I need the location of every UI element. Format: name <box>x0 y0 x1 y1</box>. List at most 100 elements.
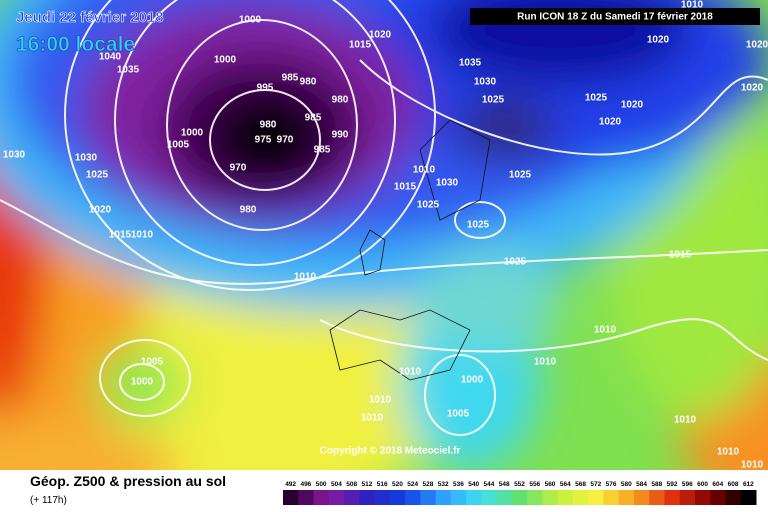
colorbar-swatch <box>374 490 391 505</box>
isobar-label: 1025 <box>504 257 527 268</box>
colorbar-swatch <box>344 490 360 505</box>
isobar-label: 980 <box>300 77 317 88</box>
colorbar-swatch <box>313 490 330 505</box>
colorbar-swatch <box>450 490 467 505</box>
colorbar-swatch <box>740 490 757 505</box>
isobar-label: 1010 <box>369 395 392 406</box>
colorbar-tick-label: 492 <box>285 481 296 488</box>
isobar-label: 1010 <box>361 413 384 424</box>
run-info: Run ICON 18 Z du Samedi 17 février 2018 <box>517 12 713 23</box>
isobar-label: 1035 <box>117 65 140 76</box>
colorbar-tick-label: 524 <box>407 481 418 488</box>
isobar-label: 1010 <box>674 415 697 426</box>
legend-title: Géop. Z500 & pression au sol <box>30 473 226 489</box>
copyright: Copyright © 2018 Meteociel.fr <box>320 446 461 457</box>
isobar-label: 1030 <box>436 178 459 189</box>
isobar-label: 1030 <box>75 153 98 164</box>
isobar-label: 1000 <box>181 128 204 139</box>
colorbar-swatch <box>389 490 406 505</box>
colorbar-tick-label: 516 <box>377 481 388 488</box>
run-banner <box>470 8 760 25</box>
isobar-label: 1010 <box>294 272 317 283</box>
colorbar-tick-label: 528 <box>423 481 434 488</box>
isobar-label: 1025 <box>467 220 490 231</box>
colorbar-swatch <box>359 490 376 505</box>
isobar-label: 1010 <box>741 460 764 471</box>
colorbar-swatch <box>588 490 604 505</box>
colorbar-tick-label: 536 <box>453 481 464 488</box>
colorbar-tick-label: 500 <box>316 481 327 488</box>
colorbar-swatch <box>664 490 681 505</box>
colorbar-swatch <box>298 490 315 505</box>
isobar-label: 1015 <box>109 230 132 241</box>
colorbar-tick-label: 520 <box>392 481 403 488</box>
colorbar-swatch <box>435 490 452 505</box>
isobar-label: 1025 <box>585 93 608 104</box>
isobar-label: 1020 <box>369 30 392 41</box>
colorbar-swatch <box>496 490 513 505</box>
isobar-label: 1020 <box>89 205 112 216</box>
isobar-label: 1030 <box>3 150 26 161</box>
isobar-label: 1020 <box>599 117 622 128</box>
isobar-label: 1010 <box>399 367 422 378</box>
colorbar-tick-label: 592 <box>667 481 678 488</box>
colorbar-tick-label: 584 <box>636 481 647 488</box>
isobar-label: 980 <box>240 205 257 216</box>
isobar-label: 1025 <box>417 200 440 211</box>
colorbar-swatch <box>679 490 696 505</box>
isobar-label: 1025 <box>482 95 505 106</box>
isobar-label: 975 <box>255 135 272 146</box>
isobar-label: 1010 <box>681 0 704 11</box>
isobar-label: 1015 <box>394 182 417 193</box>
isobar-label: 1010 <box>717 447 740 458</box>
isobar-label: 1000 <box>214 55 237 66</box>
isobar-label: 970 <box>230 163 247 174</box>
colorbar-swatch <box>328 490 345 505</box>
isobar-label: 1010 <box>534 357 557 368</box>
colorbar-tick-label: 496 <box>300 481 311 488</box>
isobar-label: 980 <box>260 120 277 131</box>
colorbar: 492 496 500 504 508 512 516 520 524 528 532 536 540 5… <box>283 481 757 505</box>
colorbar-swatch <box>557 490 574 505</box>
isobar-label: 1005 <box>447 409 470 420</box>
isobar-label: 1020 <box>647 35 670 46</box>
isobar-label: 1010 <box>413 165 436 176</box>
forecast-time: 16:00 locale <box>16 33 135 56</box>
colorbar-tick-label: 588 <box>651 481 662 488</box>
colorbar-tick-label: 572 <box>590 481 601 488</box>
colorbar-swatch <box>405 490 421 505</box>
isobar-label: 1025 <box>86 170 109 181</box>
colorbar-swatch <box>283 490 299 505</box>
colorbar-tick-label: 564 <box>560 481 571 488</box>
forecast-date: Jeudi 22 février 2018 <box>16 9 164 26</box>
isobar-label: 1005 <box>167 140 190 151</box>
colorbar-tick-label: 576 <box>606 481 617 488</box>
colorbar-swatch <box>527 490 543 505</box>
isobar-label: 1015 <box>669 250 692 261</box>
lead-time: (+ 117h) <box>30 495 67 506</box>
colorbar-tick-label: 568 <box>575 481 586 488</box>
colorbar-tick-label: 548 <box>499 481 510 488</box>
isobar-label: 1000 <box>239 15 262 26</box>
colorbar-tick-label: 540 <box>468 481 479 488</box>
colorbar-tick-label: 508 <box>346 481 357 488</box>
isobar-label: 1035 <box>459 58 482 69</box>
isobar-label: 1025 <box>509 170 532 181</box>
colorbar-swatch <box>618 490 635 505</box>
colorbar-tick-label: 600 <box>697 481 708 488</box>
colorbar-tick-label: 556 <box>529 481 540 488</box>
colorbar-tick-label: 580 <box>621 481 632 488</box>
colorbar-tick-label: 504 <box>331 481 342 488</box>
isobar-label: 985 <box>282 73 299 84</box>
colorbar-swatch <box>481 490 498 505</box>
isobar-label: 1015 <box>349 40 372 51</box>
colorbar-tick-label: 532 <box>438 481 449 488</box>
colorbar-tick-label: 612 <box>743 481 754 488</box>
colorbar-swatch <box>542 490 559 505</box>
colorbar-tick-label: 596 <box>682 481 693 488</box>
colorbar-swatch <box>710 490 726 505</box>
isobar-label: 1010 <box>131 230 154 241</box>
